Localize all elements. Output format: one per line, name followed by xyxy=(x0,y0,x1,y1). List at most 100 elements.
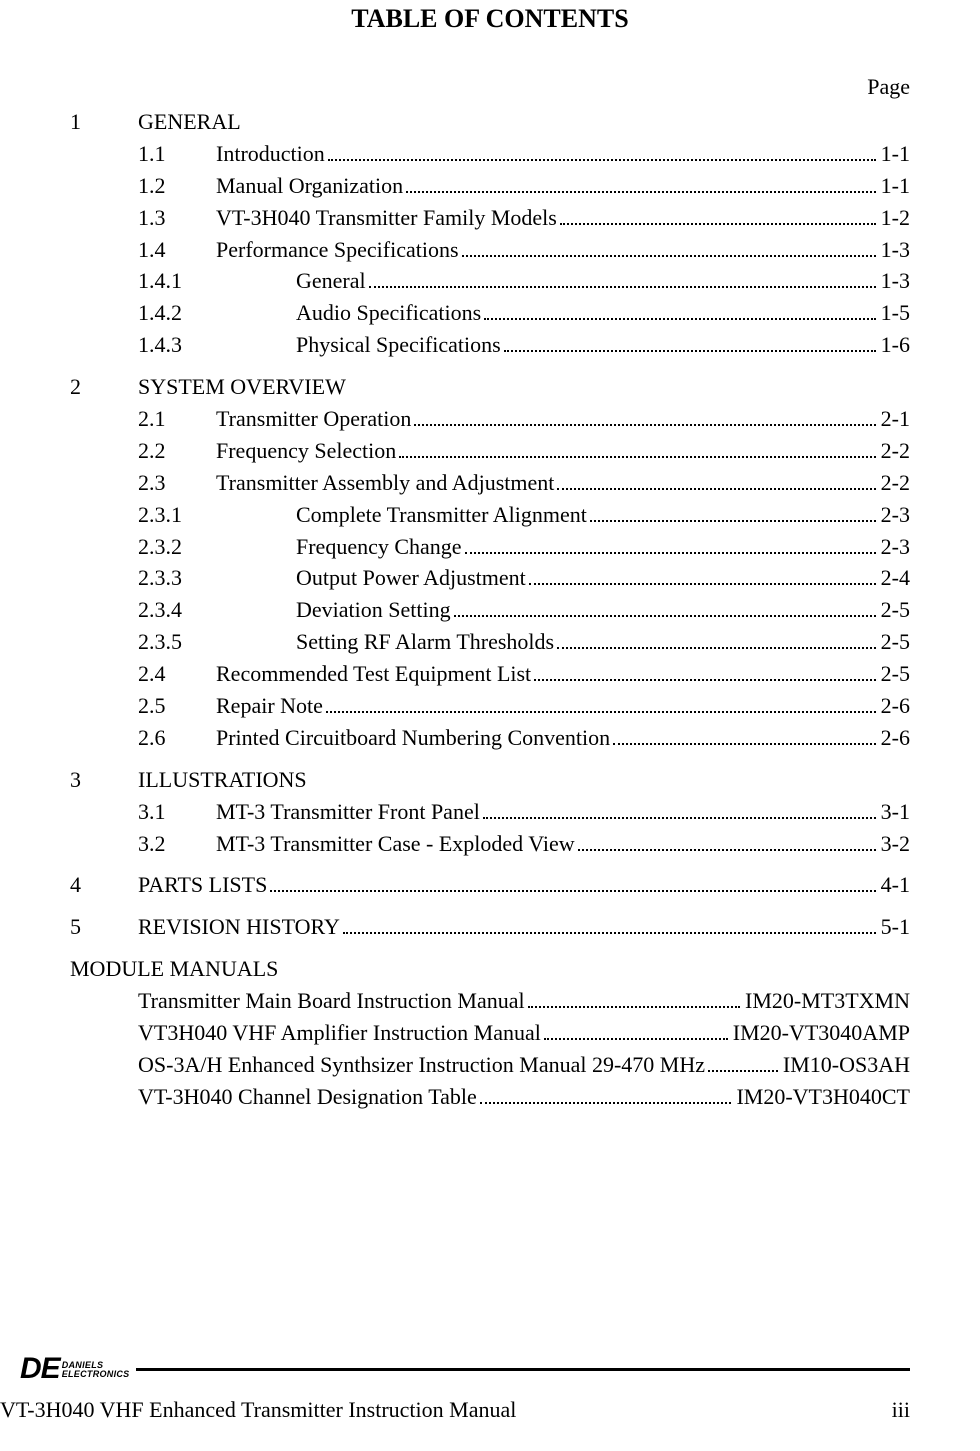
toc-item-title: Transmitter Operation xyxy=(216,403,411,435)
page-footer: DE DANIELS ELECTRONICS VT-3H040 VHF Enha… xyxy=(0,1357,980,1423)
toc-page-ref: 1-3 xyxy=(879,265,910,297)
toc-row: 2.3.2 Frequency Change 2-3 xyxy=(70,531,910,563)
toc-page-ref: 2-5 xyxy=(879,626,910,658)
toc-page-ref: 2-3 xyxy=(879,531,910,563)
toc-page-ref: IM20-VT3H040CT xyxy=(734,1081,910,1113)
toc-item-title: Frequency Change xyxy=(296,531,462,563)
toc-item-num: 2.3 xyxy=(138,467,216,499)
toc-page-ref: 2-2 xyxy=(879,435,910,467)
dot-leader xyxy=(504,330,876,352)
toc-item-num: 2.2 xyxy=(138,435,216,467)
toc-section-title: ILLUSTRATIONS xyxy=(138,764,307,796)
dot-leader xyxy=(369,266,876,288)
toc-item-num: 2.5 xyxy=(138,690,216,722)
company-logo: DE DANIELS ELECTRONICS xyxy=(20,1357,130,1381)
module-title: VT3H040 VHF Amplifier Instruction Manual xyxy=(138,1017,541,1049)
toc-row: 2.3.5Setting RF Alarm Thresholds2-5 xyxy=(70,626,910,658)
dot-leader xyxy=(590,500,876,522)
toc-item-title: VT-3H040 Transmitter Family Models xyxy=(216,202,557,234)
toc-page-ref: IM10-OS3AH xyxy=(781,1049,910,1081)
toc-item-title: Audio Specifications xyxy=(296,297,481,329)
dot-leader xyxy=(462,235,876,257)
toc-item-title: MT-3 Transmitter Front Panel xyxy=(216,796,480,828)
dot-leader xyxy=(270,870,875,892)
footer-bottom: VT-3H040 VHF Enhanced Transmitter Instru… xyxy=(0,1397,910,1423)
toc-section-num: 5 xyxy=(70,911,138,943)
toc-page-ref: IM20-VT3040AMP xyxy=(731,1017,910,1049)
toc-item-num: 1.4.3 xyxy=(138,329,216,361)
toc-row: 2.4Recommended Test Equipment List2-5 xyxy=(70,658,910,690)
toc-item-num: 3.2 xyxy=(138,828,216,860)
toc-row: 1.4Performance Specifications1-3 xyxy=(70,234,910,266)
toc-section-num: 3 xyxy=(70,764,138,796)
dot-leader xyxy=(406,171,876,193)
toc-row: 2.5Repair Note2-6 xyxy=(70,690,910,722)
toc-page-ref: 1-3 xyxy=(879,234,910,266)
toc-page-ref: 2-5 xyxy=(879,658,910,690)
dot-leader xyxy=(343,912,876,934)
toc-row: VT3H040 VHF Amplifier Instruction Manual… xyxy=(70,1017,910,1049)
toc-section-title: SYSTEM OVERVIEW xyxy=(138,371,346,403)
toc-item-num: 1.1 xyxy=(138,138,216,170)
toc-item-num: 1.4.1 xyxy=(138,265,216,297)
page-column-label: Page xyxy=(70,74,910,100)
footer-divider xyxy=(136,1368,911,1371)
toc-section-num: 1 xyxy=(70,106,138,138)
toc-item-num: 2.3.2 xyxy=(138,531,216,563)
dot-leader xyxy=(465,532,876,554)
document-page: TABLE OF CONTENTS Page 1GENERAL1.1Introd… xyxy=(0,0,980,1451)
toc-page-ref: 2-4 xyxy=(879,562,910,594)
module-title: VT-3H040 Channel Designation Table xyxy=(138,1081,477,1113)
dot-leader xyxy=(544,1018,728,1040)
toc-page-ref: 2-5 xyxy=(879,594,910,626)
dot-leader xyxy=(529,563,876,585)
module-title: Transmitter Main Board Instruction Manua… xyxy=(138,985,525,1017)
toc-item-num: 1.3 xyxy=(138,202,216,234)
dot-leader xyxy=(578,829,876,851)
toc-item-title: Frequency Selection xyxy=(216,435,396,467)
toc-item-title: Output Power Adjustment xyxy=(296,562,526,594)
toc-item-num: 1.2 xyxy=(138,170,216,202)
toc-row: 2.2Frequency Selection 2-2 xyxy=(70,435,910,467)
dot-leader xyxy=(454,595,876,617)
toc-item-title: Introduction xyxy=(216,138,325,170)
toc-item-title: Performance Specifications xyxy=(216,234,459,266)
toc-item-title: Transmitter Assembly and Adjustment xyxy=(216,467,554,499)
toc-page-ref: 2-1 xyxy=(879,403,910,435)
footer-page-number: iii xyxy=(892,1397,910,1423)
toc-item-title: Manual Organization xyxy=(216,170,403,202)
toc-row: 5REVISION HISTORY5-1 xyxy=(70,911,910,943)
toc-item-title: General xyxy=(296,265,366,297)
dot-leader xyxy=(326,691,876,713)
toc-page-ref: 4-1 xyxy=(879,869,910,901)
footer-doc-title: VT-3H040 VHF Enhanced Transmitter Instru… xyxy=(0,1397,516,1423)
toc-item-num: 3.1 xyxy=(138,796,216,828)
logo-initials: DE xyxy=(20,1357,60,1381)
dot-leader xyxy=(557,627,876,649)
toc-item-num: 2.3.4 xyxy=(138,594,216,626)
dot-leader xyxy=(414,404,875,426)
toc-page-ref: 2-3 xyxy=(879,499,910,531)
toc-row: 1.4.2Audio Specifications1-5 xyxy=(70,297,910,329)
table-of-contents: 1GENERAL1.1Introduction1-11.2Manual Orga… xyxy=(70,106,910,1113)
toc-row: Transmitter Main Board Instruction Manua… xyxy=(70,985,910,1017)
toc-row: 2.1Transmitter Operation 2-1 xyxy=(70,403,910,435)
module-title: OS-3A/H Enhanced Synthsizer Instruction … xyxy=(138,1049,705,1081)
toc-row: 1.4.3 Physical Specifications 1-6 xyxy=(70,329,910,361)
toc-item-title: Physical Specifications xyxy=(296,329,501,361)
toc-page-ref: 1-1 xyxy=(879,170,910,202)
toc-page-ref: 2-2 xyxy=(879,467,910,499)
toc-item-title: Repair Note xyxy=(216,690,323,722)
toc-section-title: REVISION HISTORY xyxy=(138,911,340,943)
toc-row: 4PARTS LISTS4-1 xyxy=(70,869,910,901)
toc-page-ref: 1-6 xyxy=(879,329,910,361)
dot-leader xyxy=(613,723,876,745)
toc-row: 2.3.1Complete Transmitter Alignment2-3 xyxy=(70,499,910,531)
toc-item-num: 2.6 xyxy=(138,722,216,754)
toc-row: 3ILLUSTRATIONS xyxy=(70,764,910,796)
toc-item-num: 2.1 xyxy=(138,403,216,435)
module-manuals-heading: MODULE MANUALS xyxy=(70,953,910,985)
toc-section-num: 2 xyxy=(70,371,138,403)
toc-item-title: MT-3 Transmitter Case - Exploded View xyxy=(216,828,575,860)
module-heading-text: MODULE MANUALS xyxy=(70,953,278,985)
